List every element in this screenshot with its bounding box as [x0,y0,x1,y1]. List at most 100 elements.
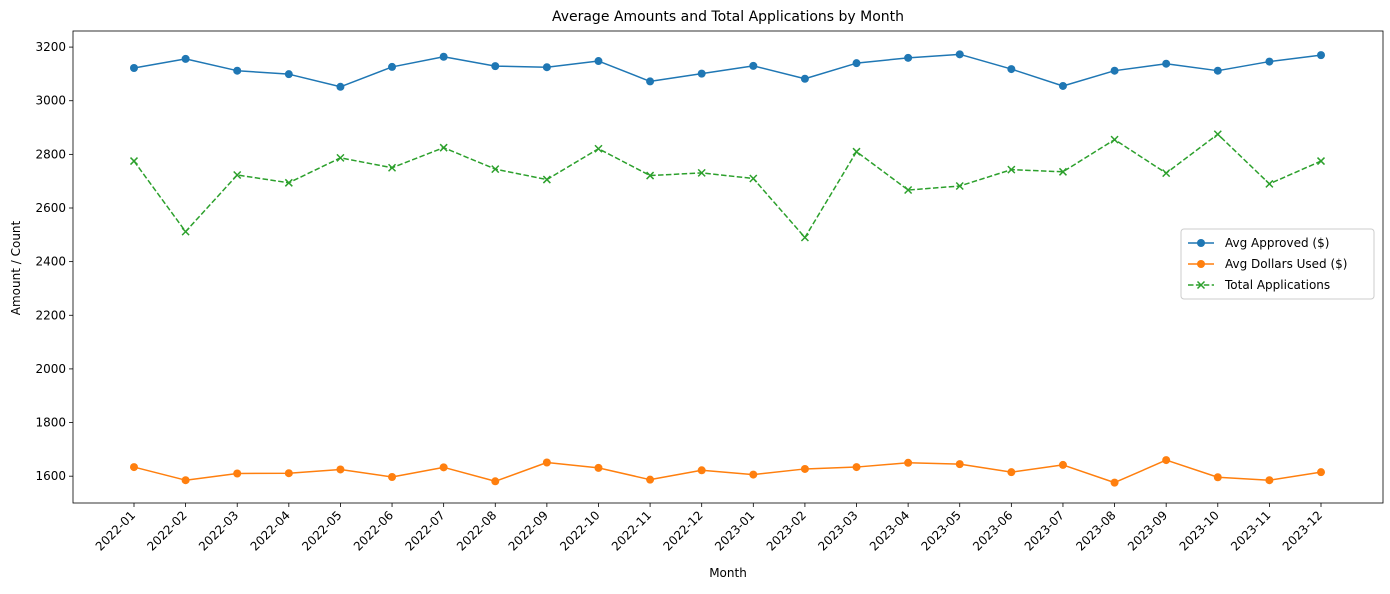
data-point [233,170,242,180]
y-tick-label: 2200 [35,308,66,322]
legend-label: Avg Approved ($) [1225,236,1329,250]
x-tick-label: 2022-02 [144,508,189,553]
data-point [1058,81,1067,90]
series-line [133,53,1322,88]
x-tick-label: 2023-07 [1022,508,1067,553]
data-point [697,466,706,475]
series-line [133,459,1322,484]
data-point [233,469,242,478]
data-point [697,168,706,177]
data-point [1162,456,1171,465]
data-point [646,77,655,86]
data-point [388,163,397,172]
data-point [852,59,861,68]
x-tick-label: 2022-04 [248,508,293,553]
data-point [181,54,190,63]
y-tick-label: 1800 [35,416,66,430]
data-point [1007,65,1016,74]
data-point [181,227,190,236]
data-point [336,153,345,162]
x-tick-label: 2023-09 [1125,508,1170,553]
x-tick-label: 2022-03 [196,508,241,553]
data-point [749,61,758,70]
data-point [1317,468,1325,477]
data-point [800,74,809,83]
data-point [284,70,293,79]
data-point [1110,135,1119,144]
data-point [542,63,551,72]
data-point [852,463,861,472]
data-point [284,178,293,187]
x-tick-label: 2023-01 [712,508,757,553]
x-tick-label: 2022-07 [402,508,447,553]
x-tick-label: 2023-11 [1228,508,1273,553]
x-tick-label: 2022-10 [557,508,602,553]
data-point [1213,130,1222,139]
data-point [388,472,397,481]
data-point [388,62,397,71]
series-2 [130,456,1325,487]
data-point [542,458,551,467]
data-point [284,469,293,478]
data-point [439,52,448,61]
x-tick-label: 2022-09 [506,508,551,553]
data-point [439,463,448,472]
data-point [1162,169,1171,178]
data-point [1265,179,1274,188]
y-tick-label: 3200 [35,40,66,54]
data-point [594,57,603,66]
data-point [1265,476,1274,485]
legend-marker [1196,280,1206,290]
data-point [130,463,138,472]
data-point [1265,57,1274,66]
x-tick-label: 2023-08 [1073,508,1118,553]
data-point [233,66,242,75]
data-point [130,64,138,73]
data-point [904,53,913,62]
x-tick-label: 2022-11 [609,508,654,553]
data-point [800,233,809,242]
data-point [955,460,964,469]
data-point [1316,157,1326,166]
x-tick-label: 2023-12 [1280,508,1325,553]
data-point [1058,167,1067,176]
data-point [491,477,500,486]
data-point [1213,473,1222,482]
data-point [542,175,551,184]
data-point [129,157,139,166]
data-point [697,69,706,78]
data-point [1007,165,1016,174]
x-tick-label: 2023-06 [970,508,1015,553]
data-point [594,463,603,472]
x-tick-label: 2023-03 [815,508,860,553]
x-tick-label: 2023-04 [867,508,912,553]
data-point [646,475,655,484]
x-tick-label: 2022-01 [93,508,138,553]
data-point [439,143,448,152]
data-point [1213,66,1222,75]
data-point [852,147,861,156]
series-1 [130,50,1325,91]
data-point [491,62,500,71]
x-tick-label: 2023-02 [764,508,809,553]
legend-label: Avg Dollars Used ($) [1225,257,1348,271]
data-point [749,470,758,479]
legend-box [1180,228,1375,300]
data-point [1058,460,1067,469]
y-tick-label: 2800 [35,147,66,161]
data-point [1110,66,1119,75]
x-tick-label: 2022-06 [351,508,396,553]
y-tick-label: 2600 [35,201,66,215]
legend-item: Total Applications [1188,278,1330,292]
y-axis-label: Amount / Count [9,220,23,315]
data-point [904,458,913,467]
y-tick-label: 2000 [35,362,66,376]
data-point [1162,59,1171,68]
plot-frame [72,30,1384,504]
legend-marker [1197,260,1205,268]
data-point [1007,468,1016,477]
data-point [749,174,758,183]
data-point [1317,51,1325,60]
